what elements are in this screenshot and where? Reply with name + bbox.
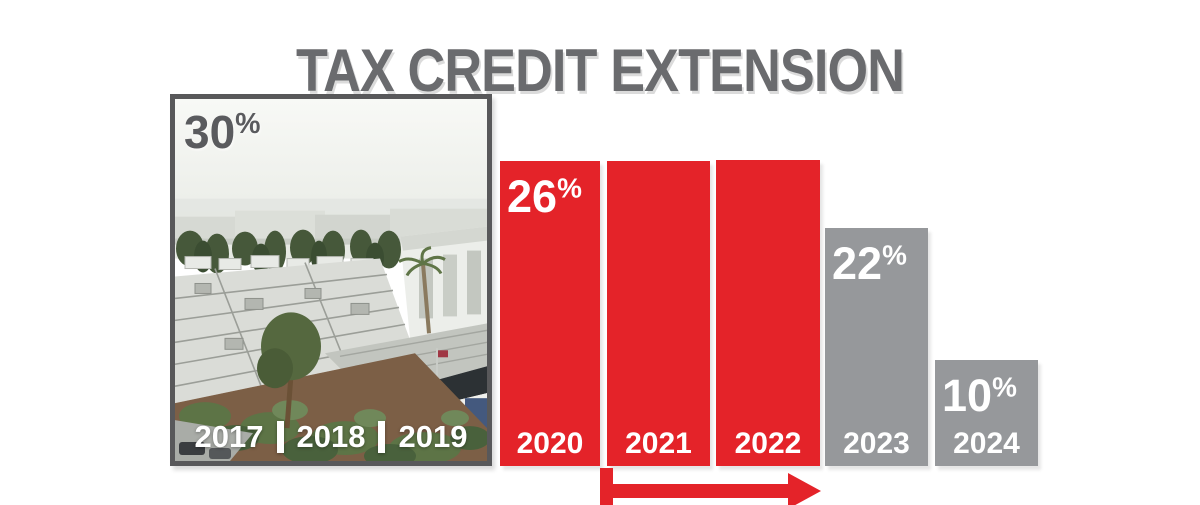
bar-value-label: 10% bbox=[942, 370, 1017, 421]
photo-year-2018: 2018 bbox=[296, 419, 366, 454]
chart-title: TAX CREDIT EXTENSION bbox=[295, 37, 905, 105]
trend-arrow-icon bbox=[600, 468, 821, 505]
bar-value-label: 22% bbox=[832, 238, 907, 289]
bar-2020: 26% 2020 bbox=[500, 161, 600, 466]
year-separator bbox=[276, 421, 284, 453]
bar-year-label: 2024 bbox=[953, 427, 1020, 460]
photo-year-2017: 2017 bbox=[194, 419, 264, 454]
year-separator bbox=[378, 421, 386, 453]
photo-years-row: 2017 2018 2019 bbox=[175, 419, 487, 455]
bar-year-label: 2023 bbox=[843, 427, 910, 460]
photo-value-label: 30% bbox=[184, 106, 261, 158]
bar-2023: 22% 2023 bbox=[825, 228, 928, 466]
bar-year-label: 2022 bbox=[734, 427, 802, 460]
aerial-photo bbox=[175, 99, 487, 461]
bar-year-label: 2021 bbox=[625, 427, 692, 460]
trend-arrowhead bbox=[788, 473, 821, 505]
bar-year-label: 2020 bbox=[516, 427, 584, 460]
bar-value-label: 26% bbox=[507, 171, 582, 222]
photo-year-2019: 2019 bbox=[398, 419, 468, 454]
bar-2022: 2022 bbox=[716, 160, 820, 466]
photo-bar-2017-2019: 30% 2017 2018 2019 bbox=[170, 94, 492, 466]
bar-2021: 2021 bbox=[607, 161, 710, 466]
trend-arrow-shaft bbox=[606, 484, 792, 498]
bar-2024: 10% 2024 bbox=[935, 360, 1038, 466]
